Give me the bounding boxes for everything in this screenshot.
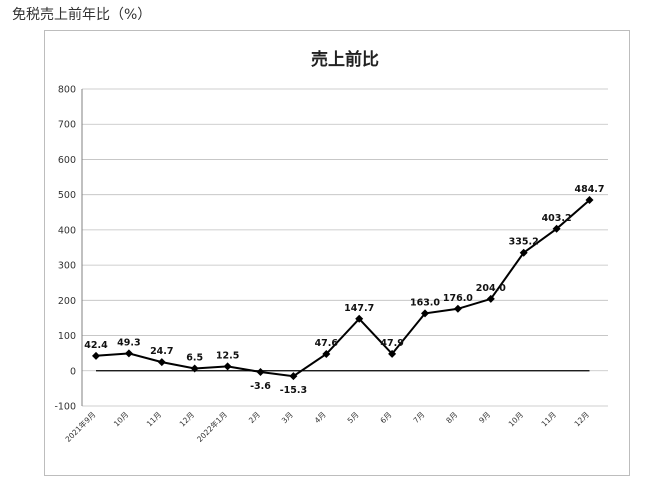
data-label: 176.0 — [443, 293, 473, 304]
data-point — [421, 309, 429, 318]
data-label: 147.7 — [344, 303, 374, 314]
data-point — [585, 196, 594, 205]
data-label: 24.7 — [150, 346, 173, 357]
data-label: 47.9 — [380, 338, 403, 349]
x-tick-label: 2月 — [247, 410, 262, 425]
data-label: -3.6 — [250, 381, 271, 392]
y-tick-label: 100 — [58, 331, 76, 342]
data-point — [124, 349, 133, 358]
x-tick-label: 6月 — [378, 410, 393, 425]
x-tick-label: 3月 — [280, 410, 295, 425]
line-chart: 売上前比 -100 0 100 200 300 400 500 600 700 800 2021年9月… — [54, 49, 608, 444]
data-point — [453, 304, 462, 313]
data-label: 204.0 — [476, 283, 506, 294]
y-tick-label: 800 — [58, 85, 76, 96]
x-tick-label: 10月 — [112, 410, 130, 428]
x-tick-label: 11月 — [540, 410, 558, 428]
data-point — [355, 314, 364, 323]
y-tick-label: 0 — [70, 366, 76, 377]
data-point — [552, 224, 561, 233]
x-tick-label: 2022年1月 — [194, 409, 229, 444]
y-tick-label: 600 — [58, 155, 76, 166]
x-tick-label: 8月 — [444, 410, 459, 425]
x-tick-label: 11月 — [145, 410, 163, 428]
data-label: 403.2 — [542, 213, 572, 224]
data-label: 12.5 — [216, 350, 239, 361]
data-point — [223, 362, 232, 371]
data-label: 42.4 — [84, 340, 108, 351]
x-tick-label: 12月 — [572, 410, 590, 428]
data-point — [519, 248, 528, 257]
y-tick-label: -100 — [54, 402, 76, 413]
y-tick-label: 400 — [58, 225, 76, 236]
chart-frame: 売上前比 -100 0 100 200 300 400 500 600 700 800 2021年9月… — [44, 30, 630, 476]
x-tick-label: 7月 — [411, 410, 426, 425]
data-label: 47.6 — [315, 338, 339, 349]
y-tick-label: 200 — [58, 296, 76, 307]
y-tick-label: 500 — [58, 190, 76, 201]
data-label: 6.5 — [186, 352, 203, 363]
data-point — [486, 294, 495, 303]
data-point — [256, 368, 265, 377]
data-point — [289, 372, 298, 381]
page-heading: 免税売上前年比（%） — [12, 7, 152, 23]
y-tick-label: 700 — [58, 120, 76, 131]
x-tick-label: 9月 — [477, 410, 492, 425]
x-tick-label: 4月 — [313, 410, 328, 425]
data-label: 49.3 — [117, 337, 140, 348]
y-tick-label: 300 — [58, 261, 76, 272]
data-point — [92, 351, 100, 360]
data-label: 484.7 — [574, 184, 604, 195]
data-point — [190, 364, 199, 373]
data-label: 163.0 — [410, 297, 440, 308]
data-label: -15.3 — [280, 385, 307, 396]
x-tick-label: 5月 — [346, 410, 361, 425]
data-point — [388, 349, 397, 358]
data-label: 335.2 — [509, 237, 539, 248]
x-tick-label: 2021年9月 — [63, 409, 98, 444]
data-point — [322, 350, 331, 359]
series-line — [95, 199, 591, 378]
x-tick-label: 10月 — [507, 410, 525, 428]
x-tick-label: 12月 — [178, 410, 196, 428]
chart-title: 売上前比 — [311, 49, 379, 70]
data-point — [157, 358, 166, 367]
